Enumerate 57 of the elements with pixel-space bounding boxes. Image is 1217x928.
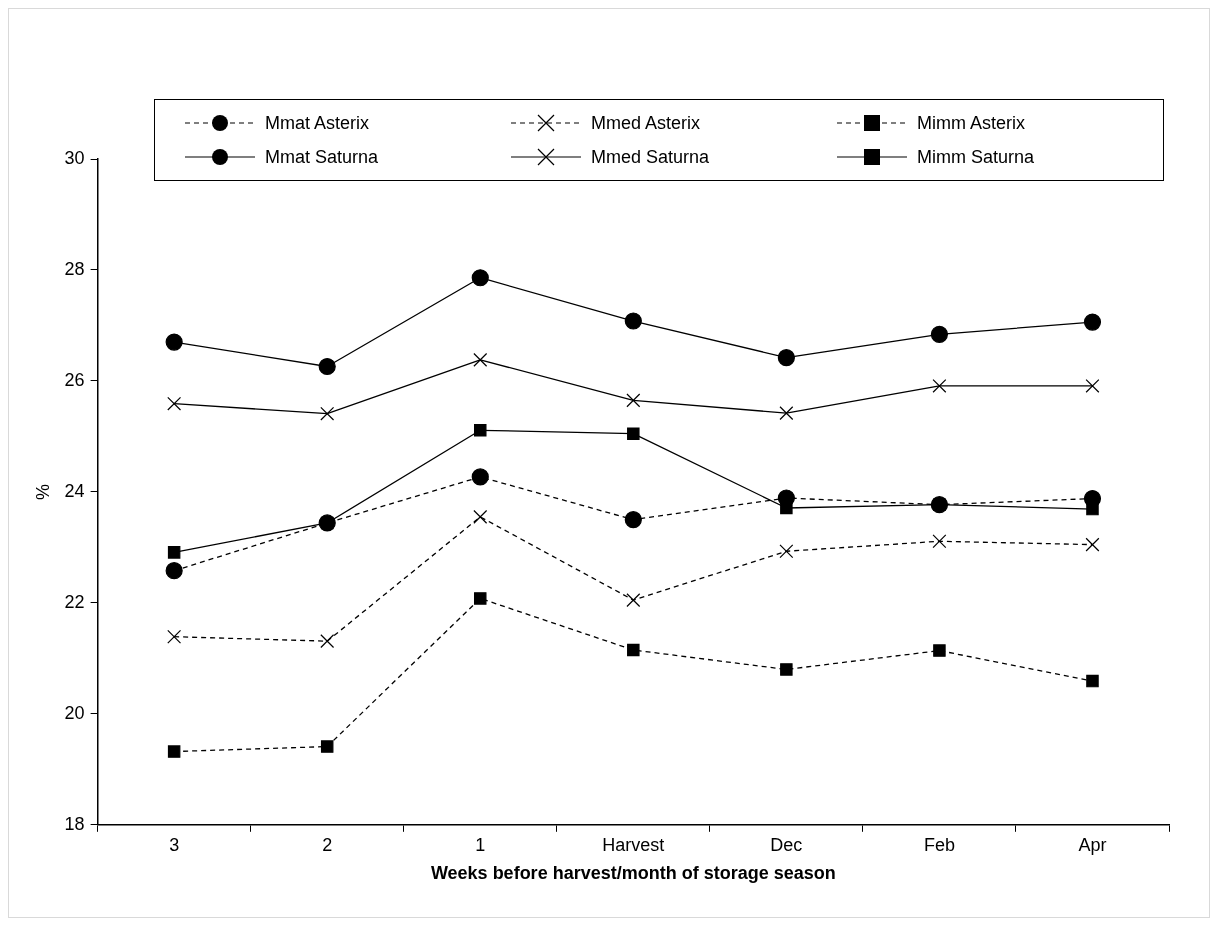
legend-label: Mmat Saturna [265,146,379,168]
point [1086,674,1099,688]
x-tick-label: Apr [1078,834,1107,855]
y-tick-label: 18 [64,813,85,834]
point [320,740,334,753]
point [471,269,489,287]
point [626,593,641,608]
x-tick-label: Feb [923,834,955,855]
point [780,663,793,676]
x-tick-label: 2 [322,834,333,855]
point [1085,537,1100,552]
point [471,468,489,486]
point [167,396,182,411]
legend-label: Mmed Saturna [591,146,710,168]
y-tick-label: 28 [64,258,85,279]
point [779,406,794,421]
point [627,643,640,657]
x-axis-title: Weeks before harvest/month of storage season [430,863,836,884]
point [930,325,949,343]
point [933,644,946,657]
y-tick-label: 30 [64,147,85,168]
x-tick-label: 3 [169,834,180,855]
point [474,424,487,437]
point [165,562,183,580]
point [626,393,641,408]
point [320,634,335,649]
y-axis-title: % [32,483,53,500]
point [779,544,794,559]
y-tick-label: 26 [64,369,85,390]
point [165,333,183,351]
point [932,534,947,549]
point [777,489,795,507]
y-tick-label: 20 [64,702,85,723]
point [624,312,642,330]
point [473,509,488,524]
point [320,406,335,421]
point [167,546,181,559]
legend-label: Mimm Asterix [917,112,1025,134]
point [932,378,947,393]
point [474,592,487,605]
point [1083,313,1102,331]
x-tick-label: Dec [770,834,803,855]
x-tick-label: Harvest [602,834,665,855]
point [318,357,336,376]
point [777,349,795,367]
point [167,745,181,758]
legend-label: Mimm Saturna [917,146,1035,168]
y-tick-label: 22 [64,591,85,612]
point [1085,378,1100,393]
point [627,427,640,440]
y-tick-label: 24 [64,480,85,501]
x-tick-label: 1 [475,834,486,855]
point [624,511,642,529]
point [473,352,488,367]
point [167,629,182,644]
legend-label: Mmat Asterix [265,112,370,134]
legend-label: Mmed Asterix [591,112,701,134]
